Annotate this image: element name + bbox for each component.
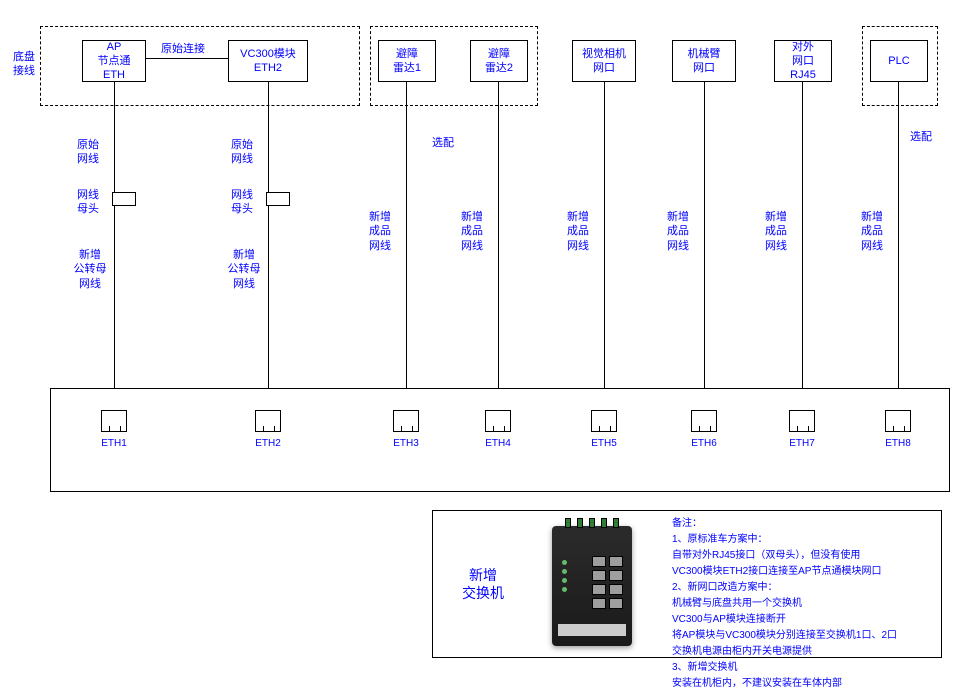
cable-line-0 [114, 82, 115, 388]
note-line-8: 3、新增交换机 [672, 660, 932, 676]
orig-conn-line [146, 58, 228, 59]
cable-line-3 [498, 82, 499, 388]
cable-line-6 [802, 82, 803, 388]
select-label-1: 选配 [910, 130, 932, 144]
note-line-2: VC300模块ETH2接口连接至AP节点通模块网口 [672, 564, 932, 580]
select-label-0: 选配 [432, 136, 454, 150]
node-radar1: 避障雷达1 [378, 40, 436, 82]
switch-box [50, 388, 950, 492]
orig-cable-label-0: 原始网线 [70, 138, 106, 167]
orig-conn-label: 原始连接 [161, 42, 205, 56]
node-plc: PLC [870, 40, 928, 82]
note-line-3: 2、新网口改造方案中： [672, 580, 932, 596]
note-line-6: 将AP模块与VC300模块分别连接至交换机1口、2口 [672, 628, 932, 644]
female-label-0: 网线母头 [70, 188, 106, 217]
cable-line-1 [268, 82, 269, 388]
std-cable-label-7: 新增成品网线 [854, 210, 890, 253]
node-rj45: 对外网口RJ45 [774, 40, 832, 82]
node-ap: AP节点通ETH [82, 40, 146, 82]
m2f-label-1: 新增公转母网线 [224, 248, 264, 291]
new-switch-label: 新增交换机 [462, 566, 504, 602]
female-label-1: 网线母头 [224, 188, 260, 217]
switch-brand-band [558, 624, 626, 636]
node-arm: 机械臂网口 [672, 40, 736, 82]
std-cable-label-3: 新增成品网线 [454, 210, 490, 253]
std-cable-label-5: 新增成品网线 [660, 210, 696, 253]
note-line-4: 机械臂与底盘共用一个交换机 [672, 596, 932, 612]
note-line-9: 安装在机柜内，不建议安装在车体内部 [672, 676, 932, 692]
note-line-1: 自带对外RJ45接口（双母头），但没有使用 [672, 548, 932, 564]
node-vc300: VC300模块ETH2 [228, 40, 308, 82]
node-camera: 视觉相机网口 [572, 40, 636, 82]
text: 原始连接 [161, 43, 205, 55]
orig-cable-label-1: 原始网线 [224, 138, 260, 167]
switch-device-image [552, 526, 632, 646]
connector-0 [112, 192, 136, 206]
switch-terminals [562, 518, 622, 528]
std-cable-label-6: 新增成品网线 [758, 210, 794, 253]
std-cable-label-4: 新增成品网线 [560, 210, 596, 253]
cable-line-2 [406, 82, 407, 388]
switch-ports [592, 556, 626, 609]
cable-line-5 [704, 82, 705, 388]
note-line-0: 1、原标准车方案中： [672, 532, 932, 548]
note-line-5: VC300与AP模块连接断开 [672, 612, 932, 628]
cable-line-7 [898, 82, 899, 388]
cable-line-4 [604, 82, 605, 388]
connector-1 [266, 192, 290, 206]
text: 底盘接线 [13, 51, 35, 77]
node-radar2: 避障雷达2 [470, 40, 528, 82]
switch-leds [562, 556, 582, 596]
notes-title: 备注： [672, 516, 932, 532]
std-cable-label-2: 新增成品网线 [362, 210, 398, 253]
chassis-wiring-label: 底盘接线 [10, 50, 38, 79]
m2f-label-0: 新增公转母网线 [70, 248, 110, 291]
note-line-7: 交换机电源由柜内开关电源提供 [672, 644, 932, 660]
notes-block: 备注：1、原标准车方案中：自带对外RJ45接口（双母头），但没有使用VC300模… [672, 516, 932, 692]
